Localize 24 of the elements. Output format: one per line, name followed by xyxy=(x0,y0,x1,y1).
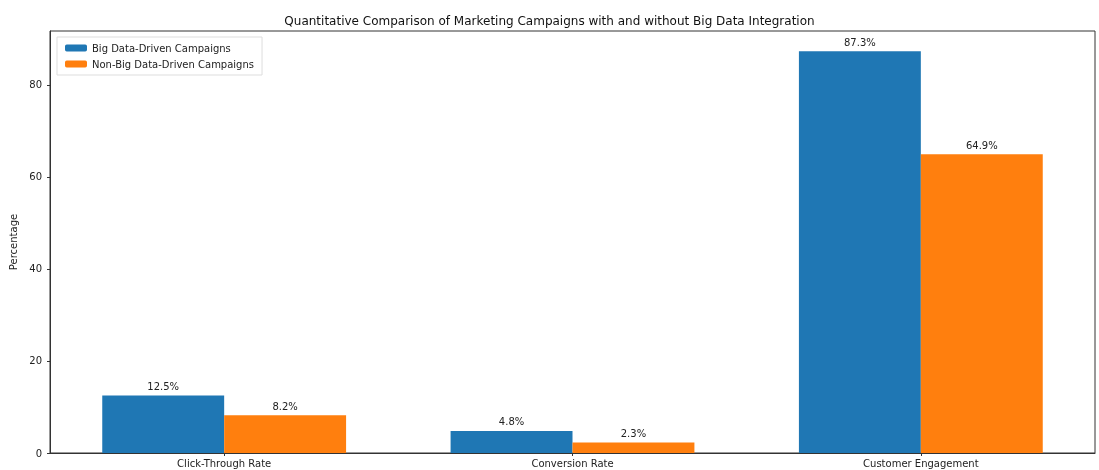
x-tick-label: Customer Engagement xyxy=(863,457,979,469)
bar xyxy=(450,430,573,453)
y-tick-label: 60 xyxy=(29,171,42,183)
x-tick-label: Click-Through Rate xyxy=(177,457,272,469)
bar xyxy=(798,51,921,453)
data-label: 8.2% xyxy=(272,400,298,412)
bar xyxy=(572,442,695,453)
data-label: 12.5% xyxy=(147,380,180,392)
y-tick-label: 40 xyxy=(29,263,42,275)
data-label: 87.3% xyxy=(843,36,876,48)
y-axis-title: Percentage xyxy=(7,213,19,271)
data-label: 4.8% xyxy=(498,416,525,428)
data-label: 64.9% xyxy=(965,139,998,151)
legend-label: Big Data-Driven Campaigns xyxy=(92,42,231,54)
y-tick-label: 20 xyxy=(29,355,42,367)
bar xyxy=(920,154,1043,453)
bar xyxy=(224,415,347,453)
y-tick-label: 0 xyxy=(35,447,42,459)
chart-title: Quantitative Comparison of Marketing Campaigns with and without Big Data Integration xyxy=(284,14,815,28)
data-label: 2.3% xyxy=(620,427,647,439)
x-tick-label: Conversion Rate xyxy=(531,457,614,469)
y-tick-label: 80 xyxy=(29,79,42,91)
bar xyxy=(102,395,225,453)
legend-label: Non-Big Data-Driven Campaigns xyxy=(92,58,255,70)
